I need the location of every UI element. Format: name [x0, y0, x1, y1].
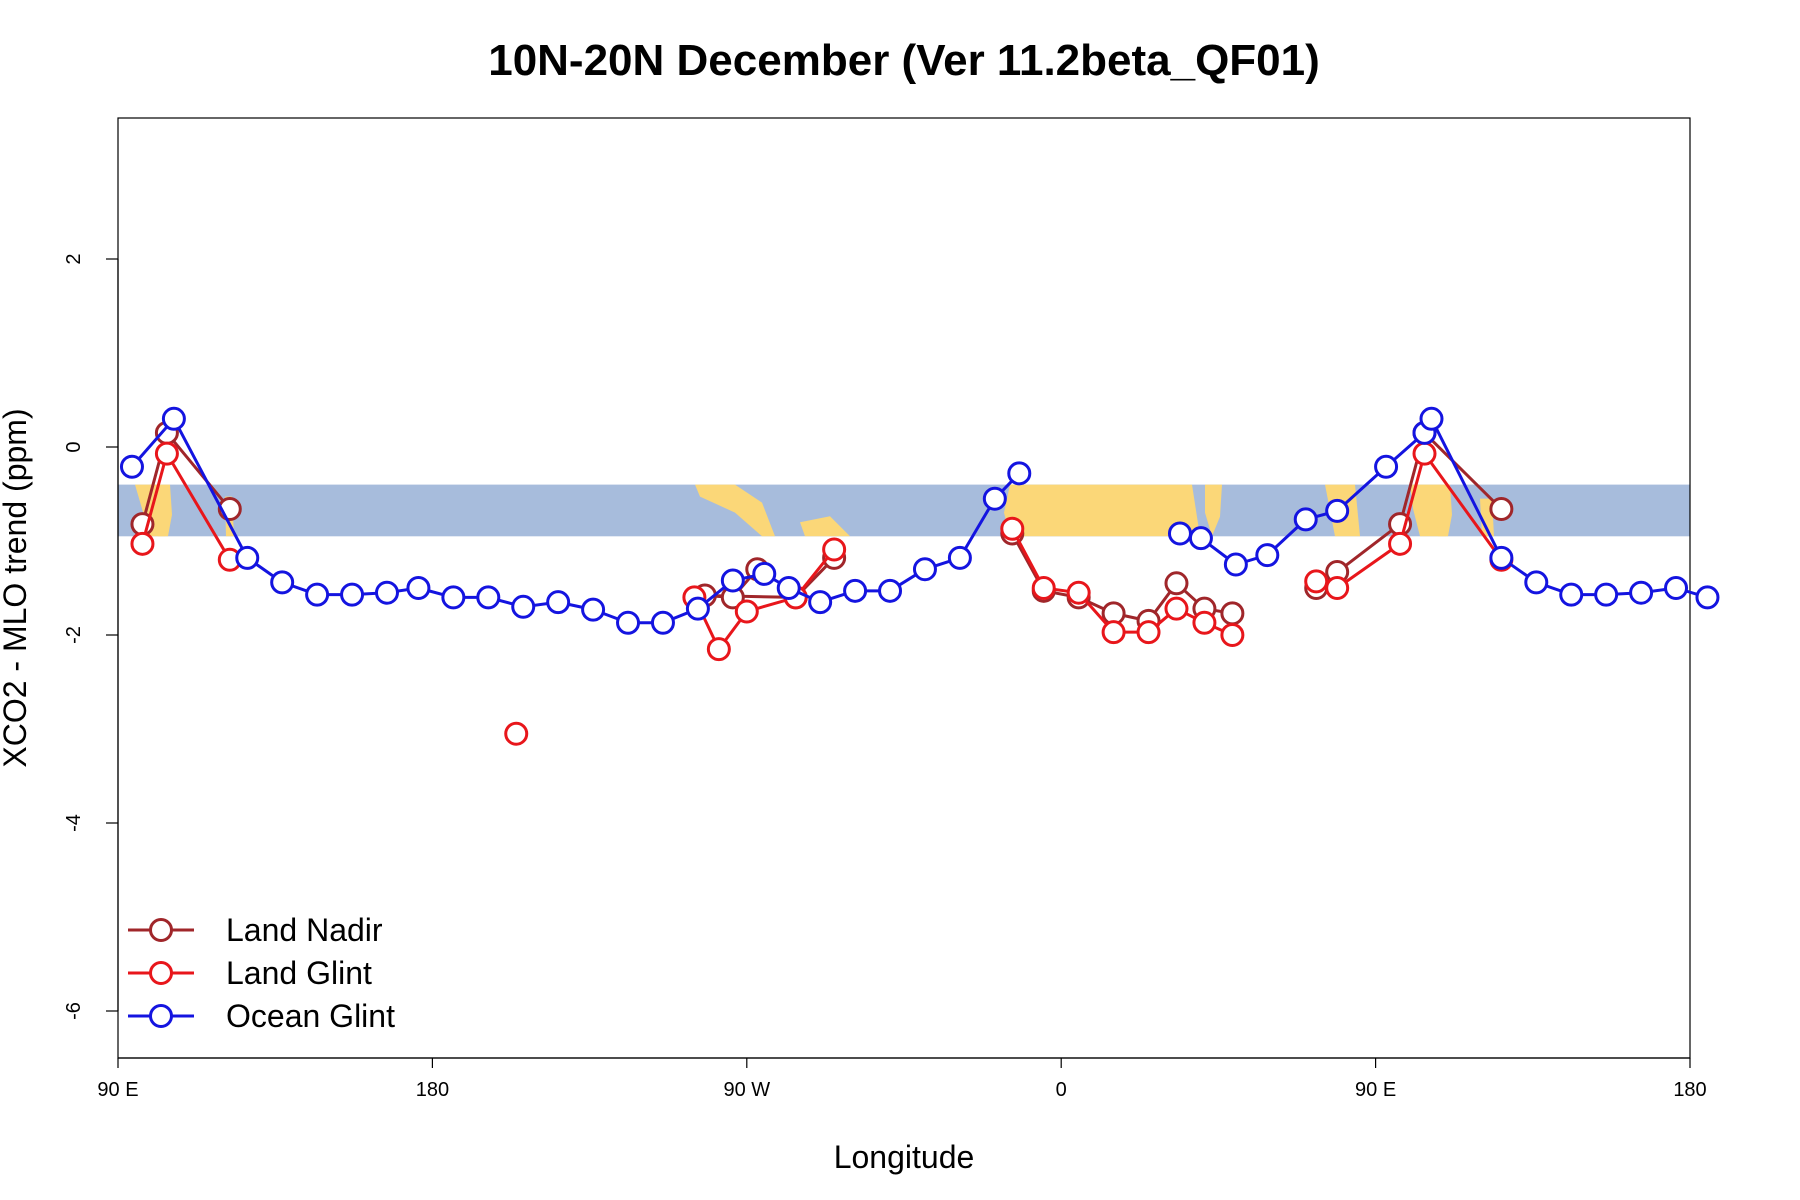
- data-point-ocean-glint-3: [235, 545, 260, 570]
- data-point-ocean-glint-29: [1223, 552, 1248, 577]
- data-point-land-glint-10: [1000, 516, 1025, 541]
- data-point-ocean-glint-10: [476, 585, 501, 610]
- legend-marker-land-nadir: [149, 918, 173, 942]
- data-point-ocean-glint-12: [546, 590, 571, 615]
- data-point-land-glint-21: [1412, 441, 1437, 466]
- data-point-land-glint-17: [1220, 623, 1245, 647]
- y-tick-label-5: -6: [63, 1002, 85, 1020]
- chart-title: 10N-20N December (Ver 11.2beta_QF01): [488, 36, 1320, 85]
- data-point-ocean-glint-19: [776, 576, 801, 600]
- data-point-land-glint-9: [822, 537, 847, 562]
- data-point-ocean-glint-42: [1695, 585, 1720, 610]
- data-point-ocean-glint-18: [752, 561, 777, 586]
- data-point-land-glint-18: [1304, 569, 1329, 594]
- data-point-ocean-glint-30: [1255, 543, 1280, 568]
- legend-label-ocean-glint: Ocean Glint: [226, 998, 395, 1034]
- data-point-ocean-glint-24: [947, 545, 972, 570]
- data-point-land-glint-4: [504, 721, 529, 746]
- data-point-ocean-glint-8: [406, 576, 431, 600]
- data-point-ocean-glint-39: [1594, 582, 1619, 607]
- map-land-10: [1432, 484, 1452, 537]
- data-point-ocean-glint-4: [270, 570, 295, 595]
- data-point-ocean-glint-11: [511, 594, 536, 619]
- x-axis: 90 E 180 90 W 0 90 E 180: [97, 1057, 1707, 1101]
- data-point-ocean-glint-14: [616, 610, 641, 635]
- data-point-land-glint-6: [706, 637, 731, 662]
- x-tick-label-1: 90 E: [97, 1079, 138, 1101]
- y-tick-label-2: 0: [63, 441, 85, 452]
- map-land-6: [1004, 484, 1200, 537]
- legend: Land Nadir Land Glint Ocean Glint: [128, 912, 395, 1034]
- data-point-land-nadir-16: [1220, 601, 1245, 626]
- data-point-ocean-glint-36: [1489, 545, 1514, 570]
- data-point-ocean-glint-20: [808, 590, 833, 615]
- legend-marker-land-glint: [149, 961, 173, 985]
- data-point-ocean-glint-15: [650, 610, 675, 635]
- x-axis-label: Longitude: [834, 1139, 975, 1175]
- data-point-ocean-glint-23: [912, 557, 937, 582]
- map-band: [118, 484, 1690, 537]
- series-ocean-glint: [119, 406, 1720, 635]
- y-axis-label: XCO2 - MLO trend (ppm): [0, 408, 33, 767]
- x-tick-label-3: 90 W: [723, 1079, 770, 1101]
- y-tick-label-1: 2: [63, 253, 85, 264]
- data-point-land-glint-16: [1192, 610, 1217, 635]
- data-point-ocean-glint-21: [843, 578, 868, 603]
- data-point-ocean-glint-37: [1524, 570, 1549, 595]
- data-point-ocean-glint-6: [340, 582, 365, 607]
- data-point-ocean-glint-22: [878, 578, 903, 603]
- data-point-ocean-glint-31: [1293, 507, 1318, 532]
- data-point-ocean-glint-2: [161, 406, 186, 431]
- data-point-ocean-glint-33: [1374, 454, 1399, 479]
- data-point-ocean-glint-41: [1664, 576, 1689, 600]
- legend-item-ocean-glint: Ocean Glint: [128, 998, 395, 1034]
- legend-marker-ocean-glint: [149, 1004, 173, 1028]
- legend-label-land-glint: Land Glint: [226, 955, 372, 991]
- map-land-5: [800, 516, 850, 537]
- x-tick-label-5: 90 E: [1355, 1079, 1396, 1101]
- data-point-ocean-glint-9: [441, 585, 466, 610]
- data-point-ocean-glint-35: [1419, 406, 1444, 431]
- data-point-land-glint-14: [1136, 620, 1161, 645]
- data-point-land-nadir-21: [1489, 497, 1514, 522]
- data-point-land-glint-1: [130, 531, 155, 556]
- y-tick-label-4: -4: [63, 814, 85, 832]
- legend-label-land-nadir: Land Nadir: [226, 912, 383, 948]
- data-point-land-glint-2: [154, 441, 179, 466]
- data-point-land-glint-20: [1388, 531, 1413, 556]
- x-tick-label-6: 180: [1673, 1079, 1706, 1101]
- data-point-ocean-glint-13: [581, 597, 606, 622]
- data-point-ocean-glint-40: [1629, 580, 1654, 605]
- series-layer: [119, 406, 1720, 746]
- data-point-ocean-glint-28: [1188, 526, 1213, 551]
- map-land-4: [695, 484, 775, 537]
- data-point-ocean-glint-26: [1007, 461, 1032, 486]
- map-land-7: [1205, 484, 1222, 537]
- data-point-ocean-glint-7: [374, 580, 399, 605]
- data-point-ocean-glint-25: [982, 486, 1007, 511]
- x-tick-label-2: 180: [416, 1079, 449, 1101]
- data-point-land-nadir-14: [1164, 571, 1189, 596]
- data-point-land-glint-19: [1325, 576, 1350, 600]
- y-tick-label-3: -2: [63, 626, 85, 644]
- data-point-land-glint-15: [1164, 596, 1189, 621]
- data-point-land-glint-13: [1101, 620, 1126, 645]
- y-axis: 2 0 -2 -4 -6: [63, 253, 119, 1020]
- data-point-land-glint-11: [1031, 576, 1056, 600]
- data-point-ocean-glint-32: [1325, 498, 1350, 523]
- data-point-land-glint-7: [734, 599, 759, 624]
- data-point-ocean-glint-38: [1559, 582, 1584, 607]
- legend-item-land-nadir: Land Nadir: [128, 912, 383, 948]
- data-point-ocean-glint-17: [720, 568, 745, 593]
- data-point-ocean-glint-5: [305, 582, 330, 607]
- legend-item-land-glint: Land Glint: [128, 955, 372, 991]
- x-tick-label-4: 0: [1056, 1079, 1067, 1101]
- data-point-ocean-glint-16: [685, 596, 710, 621]
- data-point-ocean-glint-1: [119, 454, 144, 479]
- data-point-ocean-glint-27: [1167, 521, 1192, 546]
- data-point-land-glint-12: [1066, 580, 1091, 605]
